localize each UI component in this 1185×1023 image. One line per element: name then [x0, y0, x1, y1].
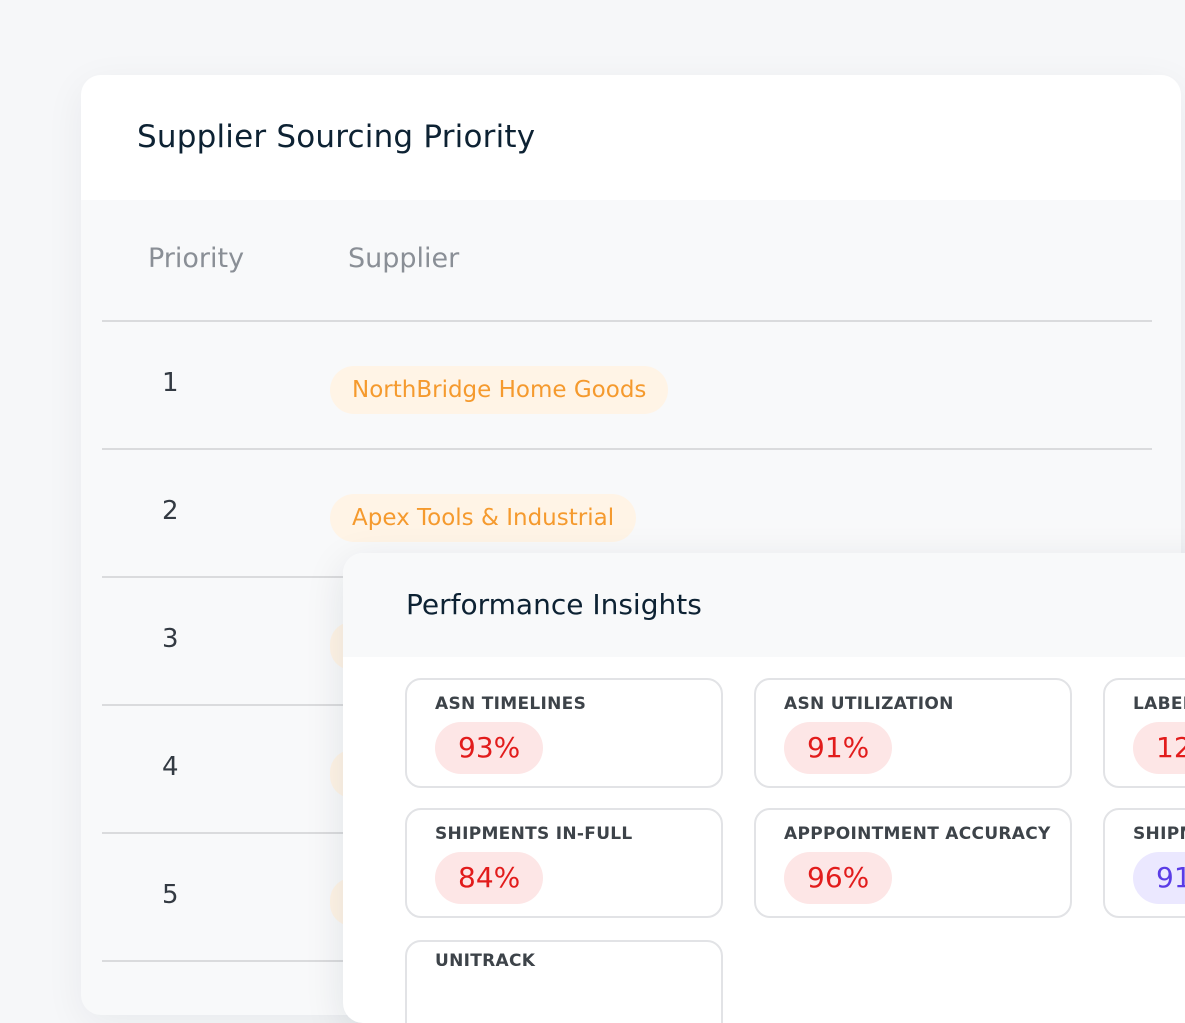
metric-card-unitrack[interactable]: UNITRACK: [405, 940, 723, 1023]
metric-card-asn-utilization[interactable]: ASN UTILIZATION 91%: [754, 678, 1072, 788]
metric-label: LABEL: [1133, 694, 1185, 714]
card-title: Supplier Sourcing Priority: [137, 119, 536, 155]
column-header-supplier[interactable]: Supplier: [348, 243, 460, 274]
metric-label: SHIPM: [1133, 824, 1185, 844]
table-row[interactable]: 2 Apex Tools & Industrial: [102, 450, 1152, 578]
metric-card-shipments[interactable]: SHIPM 91: [1103, 808, 1185, 918]
panel-header: Performance Insights: [343, 553, 1185, 657]
table-header: Priority Supplier: [102, 200, 1152, 322]
panel-title: Performance Insights: [406, 588, 702, 621]
column-header-priority[interactable]: Priority: [148, 243, 245, 274]
supplier-tag[interactable]: NorthBridge Home Goods: [330, 366, 669, 414]
metric-card-appointment-accuracy[interactable]: APPPOINTMENT ACCURACY 96%: [754, 808, 1072, 918]
priority-rank: 3: [162, 624, 179, 654]
card-header: Supplier Sourcing Priority: [81, 75, 1181, 200]
priority-rank: 2: [162, 496, 179, 526]
metric-value-badge: 84%: [435, 852, 544, 904]
metric-value-badge: 93%: [435, 722, 544, 774]
supplier-tag[interactable]: Apex Tools & Industrial: [330, 494, 637, 542]
metric-value-badge: 91: [1133, 852, 1185, 904]
metric-value-badge: 91%: [784, 722, 893, 774]
metric-card-shipments-in-full[interactable]: SHIPMENTS IN-FULL 84%: [405, 808, 723, 918]
priority-rank: 4: [162, 752, 179, 782]
table-row[interactable]: 1 NorthBridge Home Goods: [102, 322, 1152, 450]
metric-label: ASN UTILIZATION: [784, 694, 954, 714]
metric-card-asn-timelines[interactable]: ASN TIMELINES 93%: [405, 678, 723, 788]
metric-label: SHIPMENTS IN-FULL: [435, 824, 633, 844]
priority-rank: 1: [162, 368, 179, 398]
metric-label: ASN TIMELINES: [435, 694, 587, 714]
metric-value-badge: 96%: [784, 852, 893, 904]
metric-label: UNITRACK: [435, 951, 536, 971]
metric-card-label[interactable]: LABEL 12: [1103, 678, 1185, 788]
performance-insights-panel: Performance Insights ASN TIMELINES 93% A…: [343, 553, 1185, 1023]
metric-label: APPPOINTMENT ACCURACY: [784, 824, 1051, 844]
priority-rank: 5: [162, 880, 179, 910]
metric-value-badge: 12: [1133, 722, 1185, 774]
supplier-priority-table: Priority Supplier 1 NorthBridge Home Goo…: [102, 200, 1152, 962]
